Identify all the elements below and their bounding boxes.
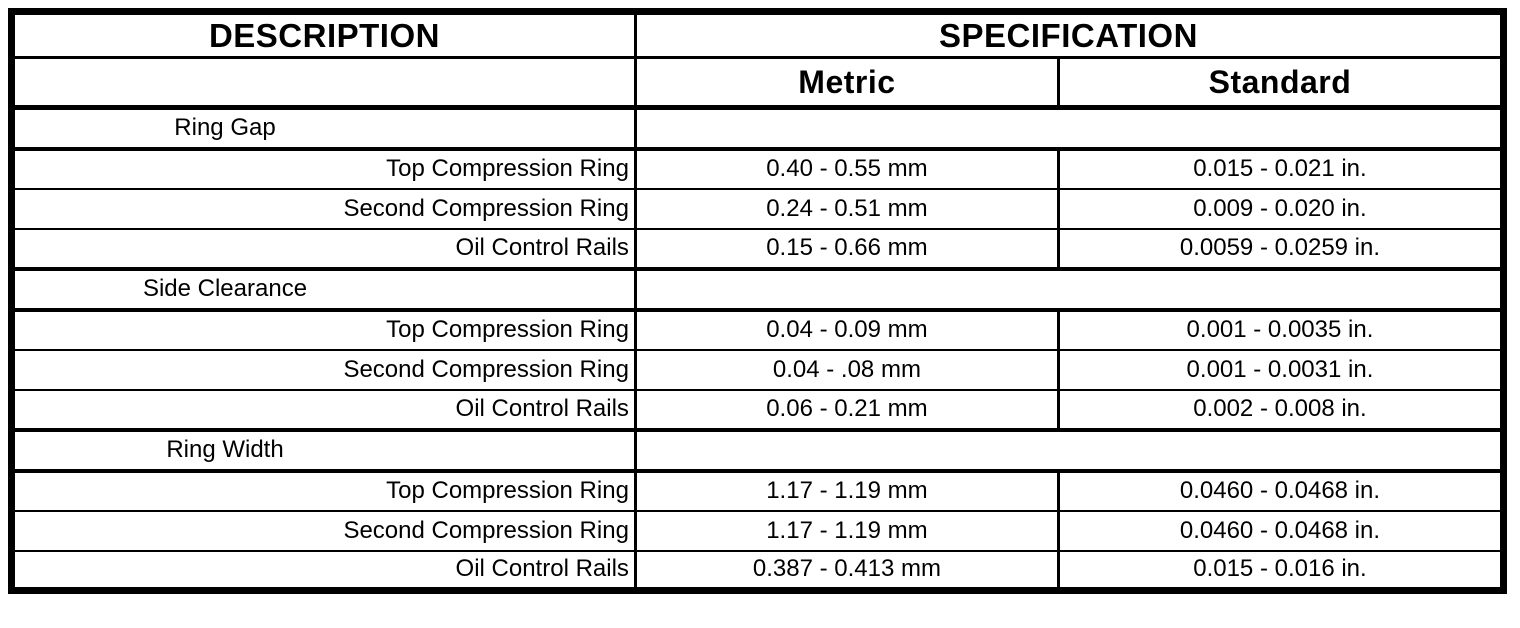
section-title: Ring Width (166, 436, 284, 463)
standard-value: 0.0059 - 0.0259 in. (1057, 227, 1505, 270)
section-spec-empty-cell (634, 105, 1505, 151)
standard-value: 0.015 - 0.016 in. (1057, 549, 1505, 592)
header-row-units: Metric Standard (10, 56, 1505, 110)
table-row: Second Compression Ring 0.04 - .08 mm 0.… (10, 348, 1505, 391)
row-label: Oil Control Rails (10, 227, 637, 270)
standard-value: 0.001 - 0.0035 in. (1057, 308, 1505, 351)
standard-value: 0.0460 - 0.0468 in. (1057, 469, 1505, 512)
section-spec-empty-cell (634, 427, 1505, 473)
section-title-cell: Side Clearance (10, 266, 637, 312)
specification-header: SPECIFICATION (634, 10, 1505, 59)
row-label: Second Compression Ring (10, 348, 637, 391)
row-label: Top Compression Ring (10, 469, 637, 512)
metric-value: 0.40 - 0.55 mm (634, 147, 1060, 190)
standard-value: 0.0460 - 0.0468 in. (1057, 509, 1505, 552)
standard-value: 0.002 - 0.008 in. (1057, 388, 1505, 431)
header-row-main: DESCRIPTION SPECIFICATION (10, 10, 1505, 59)
empty-header-cell (10, 56, 637, 110)
row-label: Second Compression Ring (10, 187, 637, 230)
row-label: Top Compression Ring (10, 147, 637, 190)
table-row: Top Compression Ring 0.40 - 0.55 mm 0.01… (10, 147, 1505, 190)
metric-value: 0.06 - 0.21 mm (634, 388, 1060, 431)
section-spec-empty-cell (634, 266, 1505, 312)
section-row-ring-width: Ring Width (10, 427, 1505, 473)
metric-value: 1.17 - 1.19 mm (634, 509, 1060, 552)
metric-value: 0.387 - 0.413 mm (634, 549, 1060, 592)
table-row: Top Compression Ring 0.04 - 0.09 mm 0.00… (10, 308, 1505, 351)
metric-value: 1.17 - 1.19 mm (634, 469, 1060, 512)
section-title-cell: Ring Width (10, 427, 637, 473)
section-title: Ring Gap (174, 114, 276, 142)
table-row: Oil Control Rails 0.06 - 0.21 mm 0.002 -… (10, 388, 1505, 431)
standard-column-header: Standard (1057, 56, 1505, 110)
row-label: Oil Control Rails (10, 549, 637, 592)
metric-value: 0.04 - .08 mm (634, 348, 1060, 391)
table-row: Second Compression Ring 1.17 - 1.19 mm 0… (10, 509, 1505, 552)
section-row-ring-gap: Ring Gap (10, 105, 1505, 151)
standard-value: 0.015 - 0.021 in. (1057, 147, 1505, 190)
row-label: Oil Control Rails (10, 388, 637, 431)
metric-column-header: Metric (634, 56, 1060, 110)
metric-value: 0.04 - 0.09 mm (634, 308, 1060, 351)
table-row: Top Compression Ring 1.17 - 1.19 mm 0.04… (10, 469, 1505, 512)
table-row: Oil Control Rails 0.387 - 0.413 mm 0.015… (10, 549, 1505, 592)
piston-ring-spec-table: DESCRIPTION SPECIFICATION Metric Standar… (8, 8, 1507, 594)
row-label: Second Compression Ring (10, 509, 637, 552)
section-title-cell: Ring Gap (10, 105, 637, 151)
metric-value: 0.24 - 0.51 mm (634, 187, 1060, 230)
row-label: Top Compression Ring (10, 308, 637, 351)
section-title: Side Clearance (142, 275, 308, 302)
section-row-side-clearance: Side Clearance (10, 266, 1505, 312)
metric-value: 0.15 - 0.66 mm (634, 227, 1060, 270)
description-header: DESCRIPTION (10, 10, 637, 59)
table-row: Oil Control Rails 0.15 - 0.66 mm 0.0059 … (10, 227, 1505, 270)
table-row: Second Compression Ring 0.24 - 0.51 mm 0… (10, 187, 1505, 230)
standard-value: 0.001 - 0.0031 in. (1057, 348, 1505, 391)
standard-value: 0.009 - 0.020 in. (1057, 187, 1505, 230)
